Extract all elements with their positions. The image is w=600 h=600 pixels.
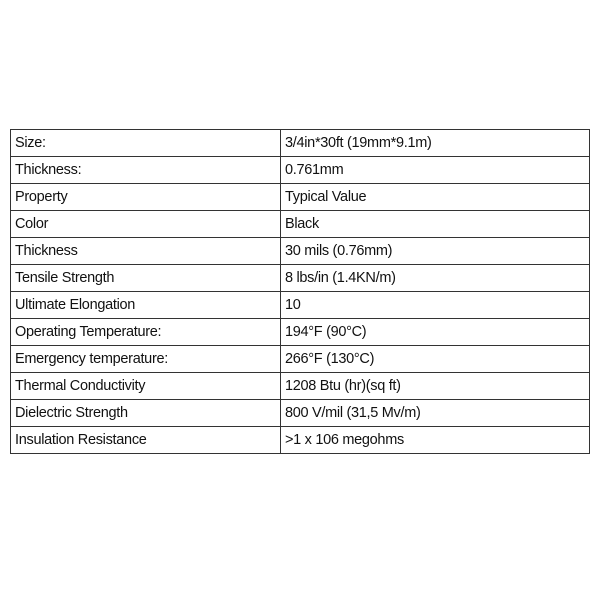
table-row: Size: 3/4in*30ft (19mm*9.1m) [10,129,590,157]
property-cell: Insulation Resistance [10,426,281,454]
property-cell: Color [10,210,281,238]
table-row: Dielectric Strength 800 V/mil (31,5 Mv/m) [10,399,590,427]
value-cell: 0.761mm [280,156,590,184]
property-cell: Dielectric Strength [10,399,281,427]
property-cell: Size: [10,129,281,157]
table-row: Thickness 30 mils (0.76mm) [10,237,590,265]
table-row: Insulation Resistance >1 x 106 megohms [10,426,590,454]
value-cell: >1 x 106 megohms [280,426,590,454]
table-row: Thickness: 0.761mm [10,156,590,184]
value-cell: 1208 Btu (hr)(sq ft) [280,372,590,400]
table-row: Thermal Conductivity 1208 Btu (hr)(sq ft) [10,372,590,400]
property-cell: Emergency temperature: [10,345,281,373]
value-cell: 3/4in*30ft (19mm*9.1m) [280,129,590,157]
value-cell: 194°F (90°C) [280,318,590,346]
table-row: Ultimate Elongation 10 [10,291,590,319]
value-cell: Black [280,210,590,238]
property-cell: Thickness: [10,156,281,184]
value-cell: Typical Value [280,183,590,211]
table-row: Operating Temperature: 194°F (90°C) [10,318,590,346]
table-row: Property Typical Value [10,183,590,211]
value-cell: 266°F (130°C) [280,345,590,373]
value-cell: 8 lbs/in (1.4KN/m) [280,264,590,292]
property-cell: Thickness [10,237,281,265]
property-cell: Property [10,183,281,211]
property-cell: Ultimate Elongation [10,291,281,319]
value-cell: 10 [280,291,590,319]
table-row: Emergency temperature: 266°F (130°C) [10,345,590,373]
spec-table: Size: 3/4in*30ft (19mm*9.1m) Thickness: 0.7… [10,129,590,454]
property-cell: Thermal Conductivity [10,372,281,400]
value-cell: 800 V/mil (31,5 Mv/m) [280,399,590,427]
table-row: Tensile Strength 8 lbs/in (1.4KN/m) [10,264,590,292]
property-cell: Tensile Strength [10,264,281,292]
property-cell: Operating Temperature: [10,318,281,346]
value-cell: 30 mils (0.76mm) [280,237,590,265]
table-row: Color Black [10,210,590,238]
